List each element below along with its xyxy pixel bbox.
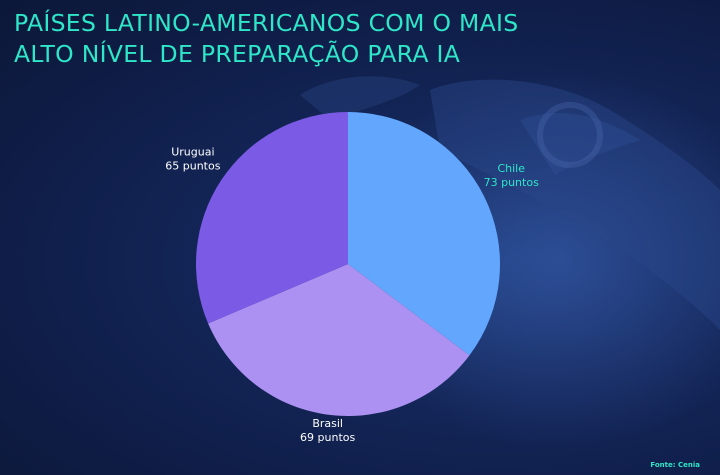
chart-title-line-1: PAÍSES LATINO-AMERICANOS COM O MAIS (14, 9, 519, 37)
slice-category-label: Brasil (312, 417, 343, 430)
slice-value-label: 73 puntos (484, 176, 539, 189)
source-note: Fonte: Cenia (650, 461, 700, 469)
pie-slice-brasil (208, 264, 470, 416)
slice-value-label: 65 puntos (165, 159, 220, 172)
pie-slice-chile (348, 112, 500, 356)
slice-value-label: 69 puntos (300, 431, 355, 444)
slice-category-label: Chile (497, 162, 525, 175)
pie-slice-uruguai (196, 112, 348, 324)
chart-title: PAÍSES LATINO-AMERICANOS COM O MAIS ALTO… (14, 8, 614, 70)
chart-title-line-2: ALTO NÍVEL DE PREPARAÇÃO PARA IA (14, 40, 461, 68)
slice-category-label: Uruguai (171, 145, 214, 158)
